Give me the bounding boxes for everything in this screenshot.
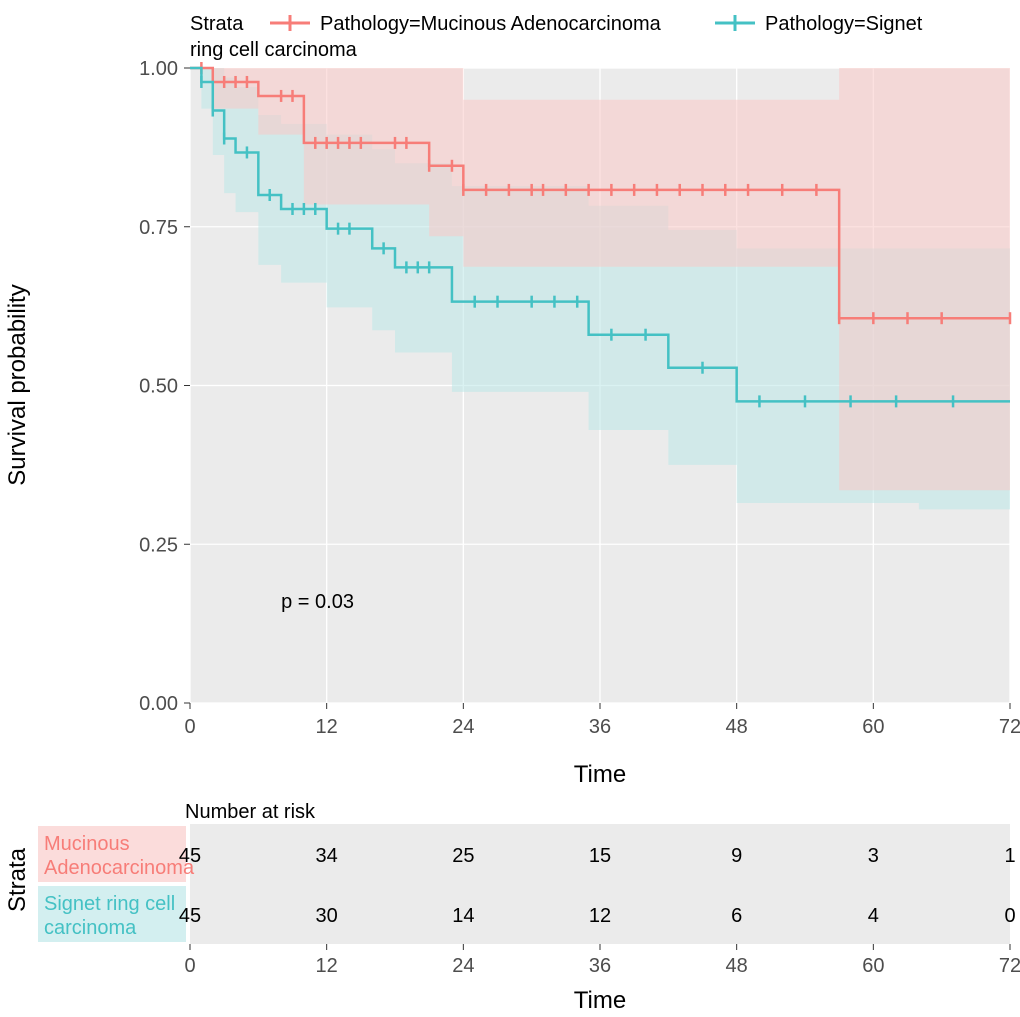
- legend-item-0: Pathology=Mucinous Adenocarcinoma: [270, 13, 662, 35]
- x-tick-label: 36: [589, 716, 611, 738]
- legend-label-1-part1: Pathology=Signet: [765, 13, 923, 35]
- risk-x-tick-label: 24: [452, 955, 474, 977]
- risk-count: 4: [868, 905, 879, 927]
- risk-count: 45: [179, 905, 201, 927]
- risk-row-label: Mucinous: [44, 833, 130, 855]
- risk-count: 30: [316, 905, 338, 927]
- risk-table: Number at riskMucinousAdenocarcinoma4534…: [38, 801, 1020, 977]
- y-tick-label: 0.75: [139, 217, 178, 239]
- km-plot-svg: Strata Pathology=Mucinous Adenocarcinoma…: [0, 0, 1020, 1017]
- risk-count: 0: [1004, 905, 1015, 927]
- risk-x-tick-label: 0: [184, 955, 195, 977]
- y-tick-label: 0.25: [139, 534, 178, 556]
- legend: Strata Pathology=Mucinous Adenocarcinoma…: [190, 13, 923, 61]
- strata-axis-label: Strata: [4, 847, 31, 912]
- y-tick-label: 0.00: [139, 693, 178, 715]
- x-axis-label-main: Time: [574, 761, 626, 788]
- risk-row-label: Adenocarcinoma: [44, 857, 195, 879]
- legend-label-1-part2: ring cell carcinoma: [190, 39, 358, 61]
- legend-label-0: Pathology=Mucinous Adenocarcinoma: [320, 13, 662, 35]
- y-axis-label: Survival probability: [4, 284, 31, 485]
- risk-x-tick-label: 36: [589, 955, 611, 977]
- risk-count: 14: [452, 905, 474, 927]
- risk-count: 12: [589, 905, 611, 927]
- y-tick-label: 1.00: [139, 58, 178, 80]
- x-tick-label: 12: [316, 716, 338, 738]
- risk-count: 45: [179, 845, 201, 867]
- risk-row-label: Signet ring cell: [44, 893, 175, 915]
- risk-count: 1: [1004, 845, 1015, 867]
- x-tick-label: 48: [726, 716, 748, 738]
- main-survival-panel: 0.00 0.25 0.50 0.75 1.00 0 12 24 36 48 60 72 p = 0.0…: [139, 58, 1020, 738]
- risk-count: 9: [731, 845, 742, 867]
- p-value-annotation: p = 0.03: [281, 591, 354, 613]
- risk-count: 6: [731, 905, 742, 927]
- x-tick-label: 72: [999, 716, 1020, 738]
- x-tick-label: 0: [184, 716, 195, 738]
- km-plot-container: Strata Pathology=Mucinous Adenocarcinoma…: [0, 0, 1020, 1017]
- risk-row-label: carcinoma: [44, 917, 137, 939]
- risk-count: 25: [452, 845, 474, 867]
- risk-x-tick-label: 72: [999, 955, 1020, 977]
- x-axis-label-risk: Time: [574, 987, 626, 1014]
- risk-count: 3: [868, 845, 879, 867]
- y-tick-label: 0.50: [139, 376, 178, 398]
- risk-x-tick-label: 60: [862, 955, 884, 977]
- risk-count: 34: [316, 845, 338, 867]
- risk-x-tick-label: 12: [316, 955, 338, 977]
- x-tick-label: 24: [452, 716, 474, 738]
- legend-prefix: Strata: [190, 13, 244, 35]
- risk-count: 15: [589, 845, 611, 867]
- risk-table-title: Number at risk: [185, 801, 316, 823]
- x-tick-label: 60: [862, 716, 884, 738]
- risk-x-tick-label: 48: [726, 955, 748, 977]
